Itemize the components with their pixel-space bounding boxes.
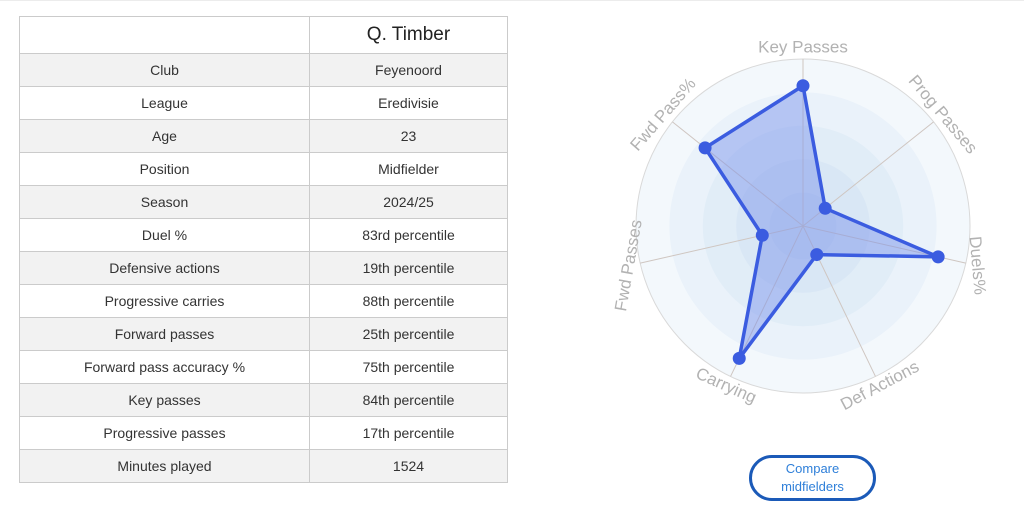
stat-label: Age bbox=[19, 119, 310, 153]
table-row: Forward passes 25th percentile bbox=[19, 317, 508, 351]
stat-value-link[interactable]: Midfielder bbox=[309, 152, 508, 186]
stat-value: 23 bbox=[309, 119, 508, 153]
stat-value: 84th percentile bbox=[309, 383, 508, 417]
stat-value: 75th percentile bbox=[309, 350, 508, 384]
table-body: Club Feyenoord League Eredivisie Age 23 Positi… bbox=[19, 53, 508, 483]
stat-label: Club bbox=[19, 53, 310, 87]
table-row: Forward pass accuracy % 75th percentile bbox=[19, 350, 508, 384]
stat-label: League bbox=[19, 86, 310, 120]
stat-value: 17th percentile bbox=[309, 416, 508, 450]
radar-chart: Key Passes Prog Passes Duels% Def Actions Ca… bbox=[593, 17, 1013, 445]
radar-spoke bbox=[672, 121, 804, 227]
stat-value: 19th percentile bbox=[309, 251, 508, 285]
table-row: Duel % 83rd percentile bbox=[19, 218, 508, 252]
table-row: Position Midfielder bbox=[19, 152, 508, 186]
stat-label: Forward passes bbox=[19, 317, 310, 351]
stat-label: Progressive carries bbox=[19, 284, 310, 318]
stat-value: 83rd percentile bbox=[309, 218, 508, 252]
stat-value-link[interactable]: Feyenoord bbox=[309, 53, 508, 87]
table-row: Age 23 bbox=[19, 119, 508, 153]
table-header-row: Q. Timber bbox=[19, 16, 508, 54]
stat-value: 2024/25 bbox=[309, 185, 508, 219]
corner-cell bbox=[19, 16, 310, 54]
table-row: Progressive carries 88th percentile bbox=[19, 284, 508, 318]
table-row: Defensive actions 19th percentile bbox=[19, 251, 508, 285]
table-row: Season 2024/25 bbox=[19, 185, 508, 219]
compare-button-line2: midfielders bbox=[781, 479, 844, 494]
radar-point bbox=[732, 351, 746, 365]
stat-value: 1524 bbox=[309, 449, 508, 483]
radar-point bbox=[796, 79, 810, 93]
stat-label: Key passes bbox=[19, 383, 310, 417]
table-row: Club Feyenoord bbox=[19, 53, 508, 87]
table-row: Key passes 84th percentile bbox=[19, 383, 508, 417]
table-row: League Eredivisie bbox=[19, 86, 508, 120]
player-name: Q. Timber bbox=[309, 16, 508, 54]
radar-spoke bbox=[640, 225, 804, 264]
stat-value: Eredivisie bbox=[309, 86, 508, 120]
stat-label: Duel % bbox=[19, 218, 310, 252]
stat-value: 88th percentile bbox=[309, 284, 508, 318]
radar-point bbox=[818, 201, 832, 215]
radar-point bbox=[810, 248, 824, 262]
radar-point bbox=[931, 250, 945, 264]
radar-polygon bbox=[703, 83, 940, 361]
table-row: Progressive passes 17th percentile bbox=[19, 416, 508, 450]
stat-label: Minutes played bbox=[19, 449, 310, 483]
radar-axis-label: Duels% bbox=[966, 236, 990, 296]
stat-label: Season bbox=[19, 185, 310, 219]
radar-point bbox=[755, 228, 769, 242]
stat-label: Forward pass accuracy % bbox=[19, 350, 310, 384]
compare-midfielders-button[interactable]: Compare midfielders bbox=[749, 455, 876, 501]
stat-label: Progressive passes bbox=[19, 416, 310, 450]
compare-button-line1: Compare bbox=[785, 461, 840, 477]
stat-label: Defensive actions bbox=[19, 251, 310, 285]
table-row: Minutes played 1524 bbox=[19, 449, 508, 483]
stat-value: 25th percentile bbox=[309, 317, 508, 351]
stat-label: Position bbox=[19, 152, 310, 186]
radar-axis-label: Key Passes bbox=[758, 37, 848, 56]
player-stats-table: Q. Timber Club Feyenoord League Eredivisie A… bbox=[19, 16, 508, 483]
radar-point bbox=[698, 141, 712, 155]
